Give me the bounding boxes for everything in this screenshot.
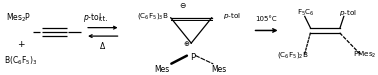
Text: Mes$_2$P: Mes$_2$P bbox=[6, 12, 32, 24]
Text: $p$-tol: $p$-tol bbox=[223, 11, 241, 21]
Text: P: P bbox=[190, 53, 195, 62]
Text: F$_5$C$_6$: F$_5$C$_6$ bbox=[297, 8, 314, 18]
Text: $\oplus$: $\oplus$ bbox=[183, 39, 191, 48]
Text: r.t.: r.t. bbox=[98, 16, 107, 22]
Text: $\ominus$: $\ominus$ bbox=[179, 1, 187, 10]
Text: +: + bbox=[17, 40, 25, 49]
Text: Mes: Mes bbox=[212, 65, 227, 74]
Text: $\Delta$: $\Delta$ bbox=[99, 40, 106, 51]
Text: 105°C: 105°C bbox=[255, 16, 276, 22]
Text: $p$-tol: $p$-tol bbox=[339, 8, 356, 18]
Text: (C$_6$F$_5$)$_2$B: (C$_6$F$_5$)$_2$B bbox=[277, 50, 309, 60]
Text: Mes: Mes bbox=[154, 65, 169, 74]
Text: $p$-tol: $p$-tol bbox=[82, 11, 101, 24]
Text: PMes$_2$: PMes$_2$ bbox=[353, 50, 376, 60]
Text: (C$_6$F$_5$)$_3$B: (C$_6$F$_5$)$_3$B bbox=[137, 11, 169, 21]
Text: B(C$_6$F$_5$)$_3$: B(C$_6$F$_5$)$_3$ bbox=[4, 54, 37, 67]
